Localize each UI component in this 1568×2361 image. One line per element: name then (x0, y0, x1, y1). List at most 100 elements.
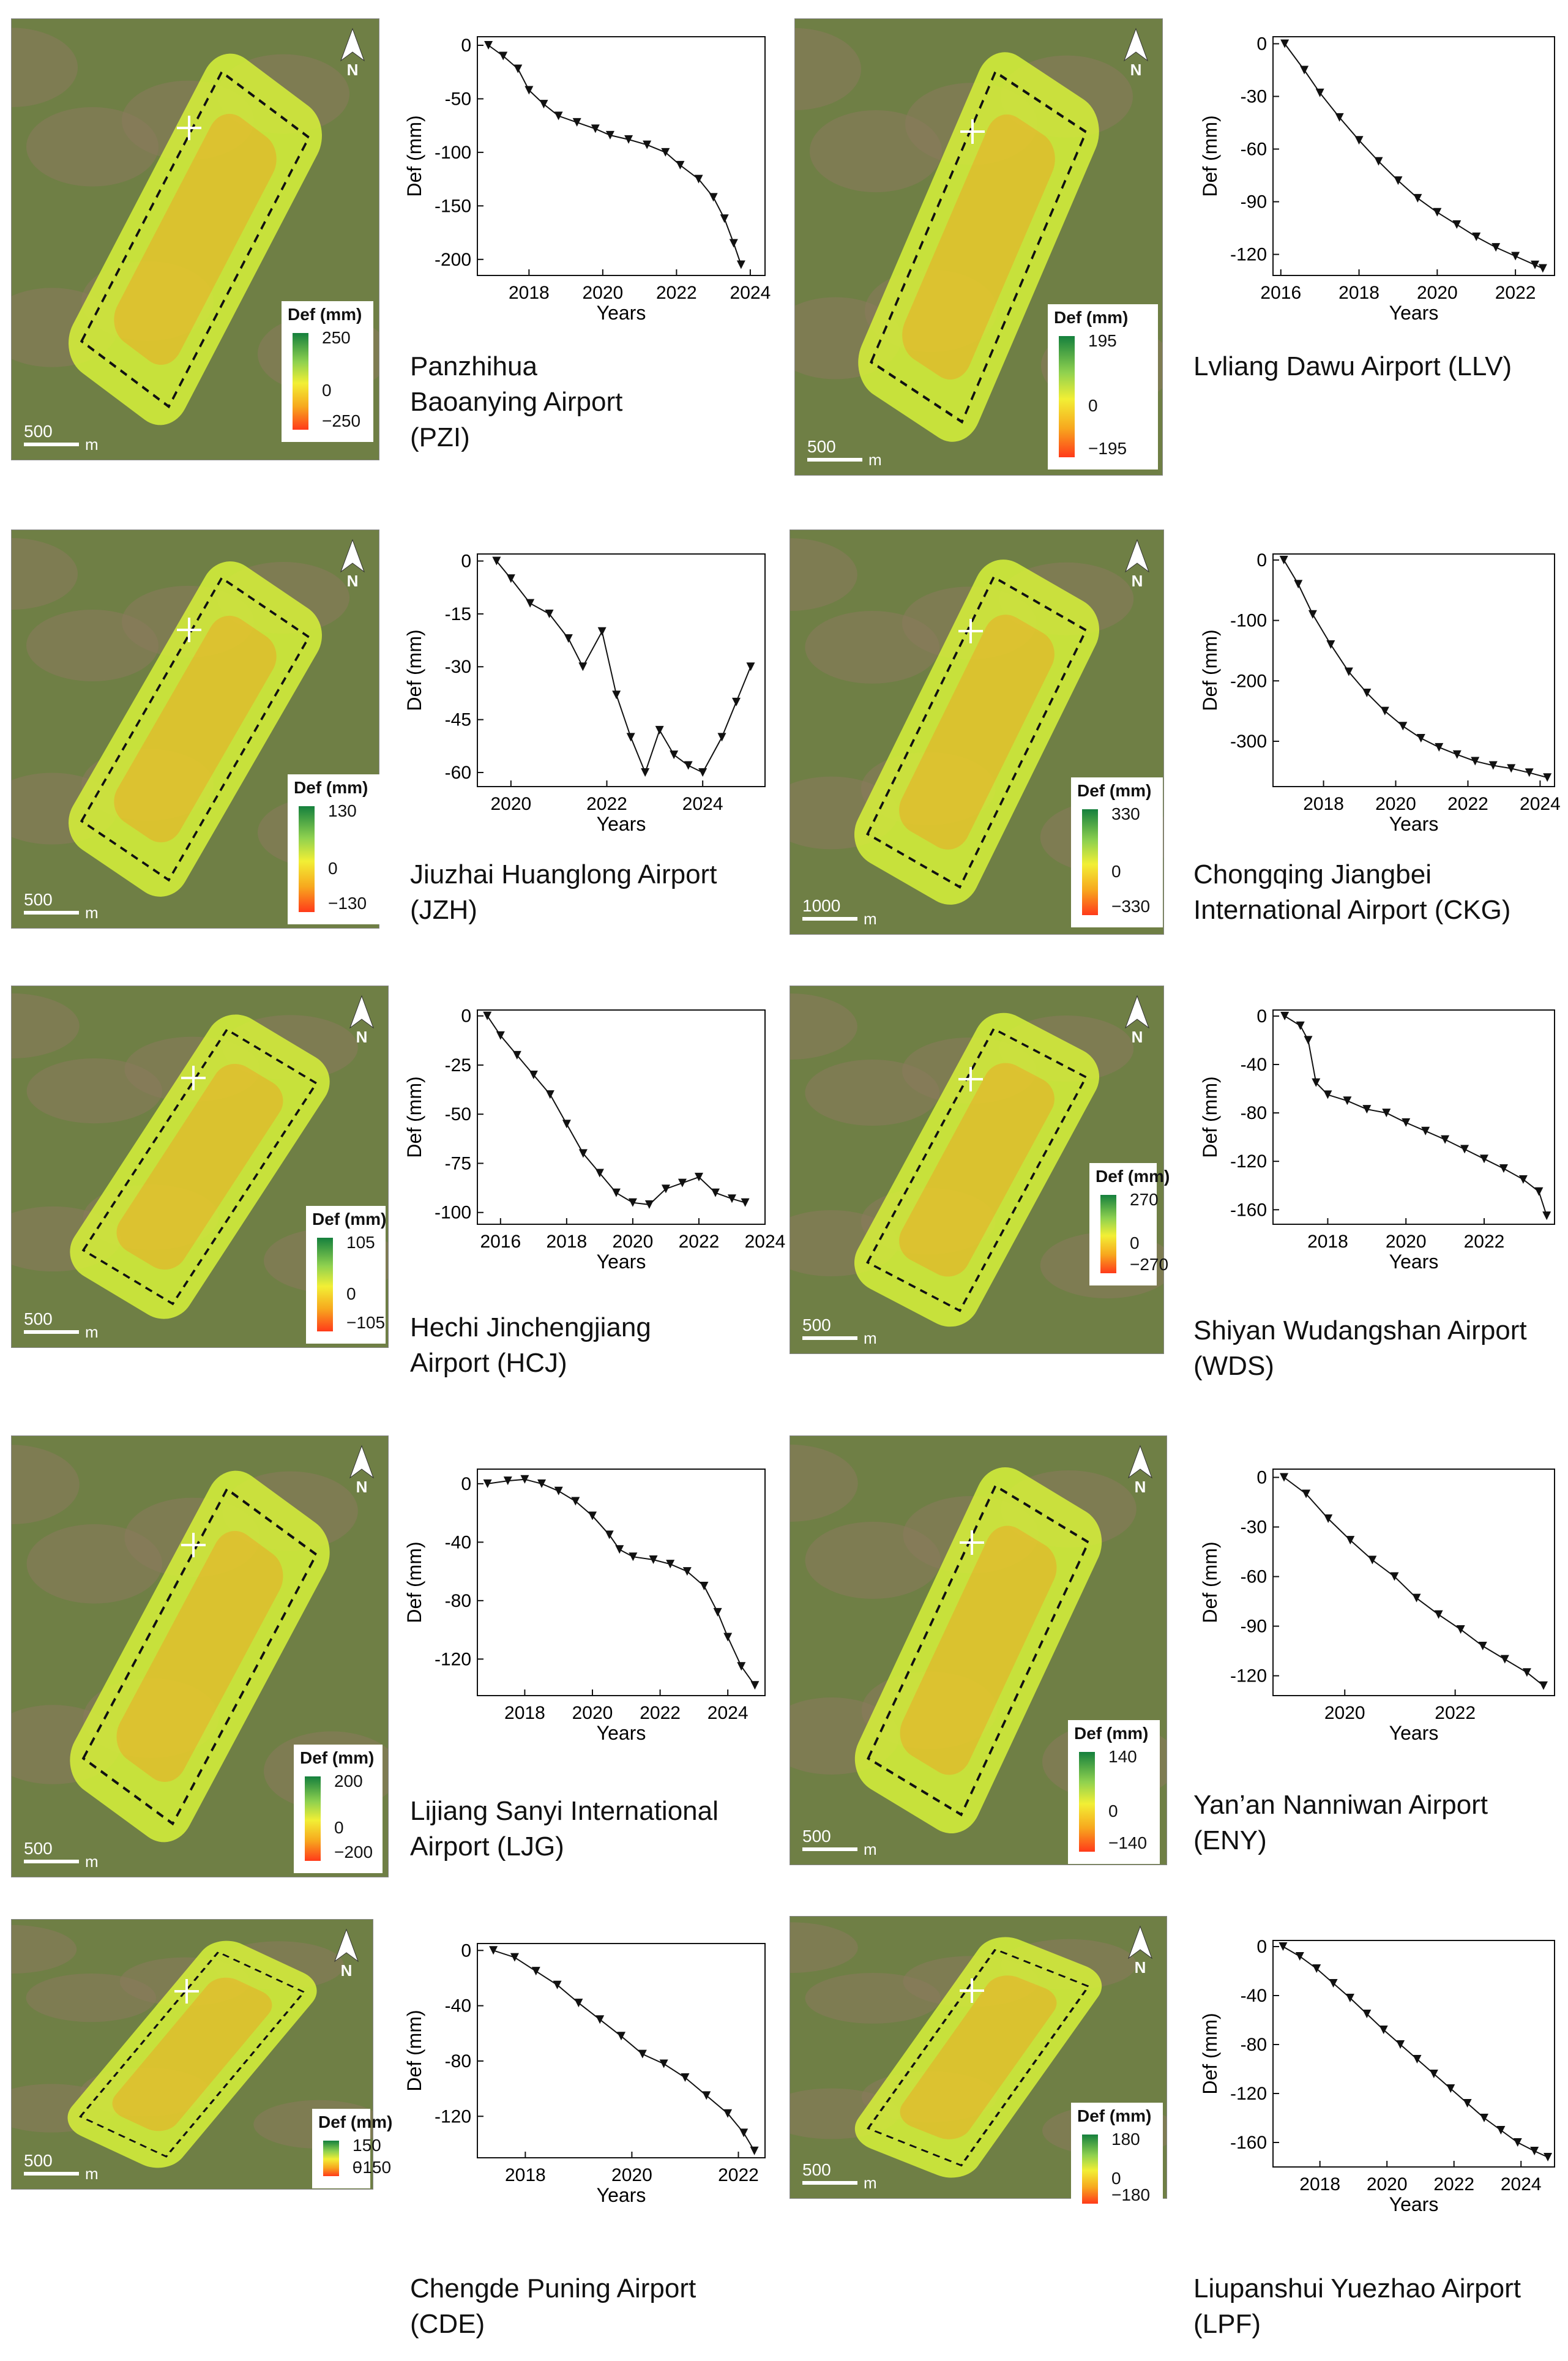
data-point (1433, 208, 1442, 217)
data-point (1416, 734, 1425, 743)
x-tick-label: 2022 (1447, 794, 1488, 814)
north-arrow-icon: N (1122, 28, 1150, 83)
data-point (1312, 1078, 1321, 1087)
scale-bar: 500 m (24, 1839, 110, 1871)
data-point (644, 1200, 654, 1209)
north-label: N (1131, 1028, 1143, 1046)
colorbar-ramp (317, 1238, 333, 1331)
data-point (1412, 1593, 1421, 1603)
y-tick-label: -40 (1241, 1986, 1267, 2006)
plot-frame (477, 1009, 766, 1225)
scale-unit: m (85, 2165, 99, 2183)
colorbar-max: 150 (353, 2136, 381, 2155)
colorbar-mid: 0 (353, 2158, 362, 2177)
data-point (1413, 193, 1422, 203)
y-tick-label: 0 (461, 552, 471, 572)
y-tick-label: -45 (445, 710, 471, 730)
reference-point-marker (960, 1978, 984, 2003)
data-point (727, 1194, 736, 1203)
colorbar-ramp (1082, 2135, 1098, 2204)
data-point (1534, 1187, 1544, 1196)
data-point (1480, 2114, 1488, 2122)
y-tick-label: -50 (445, 1104, 471, 1124)
scale-bar: 500 m (24, 1309, 110, 1341)
colorbar-title: Def (mm) (312, 1210, 387, 1229)
y-tick-label: 0 (1256, 1937, 1267, 1957)
y-tick-label: 0 (461, 1940, 471, 1961)
data-point (597, 627, 607, 636)
plot-frame (477, 1943, 766, 2158)
data-point (499, 51, 508, 61)
data-point (1478, 1641, 1487, 1650)
data-point (588, 1511, 597, 1521)
deformation-line (1283, 559, 1548, 779)
north-arrow-icon: N (332, 1928, 360, 1983)
data-point (1346, 1536, 1355, 1545)
data-point (676, 160, 685, 170)
y-tick-label: -90 (1241, 1617, 1267, 1637)
y-axis-label: Def (mm) (1199, 115, 1221, 196)
north-arrow-icon: N (1126, 1445, 1154, 1500)
data-point (1488, 761, 1498, 770)
scale-unit: m (868, 451, 882, 469)
y-tick-label: -50 (445, 89, 471, 109)
data-point (682, 1567, 692, 1576)
scale-bar-line (807, 458, 862, 462)
data-point (545, 609, 554, 618)
scale-bar-line (24, 2172, 79, 2176)
y-tick-label: -100 (1230, 611, 1267, 631)
data-point (711, 1188, 720, 1197)
scale-unit: m (85, 435, 99, 454)
y-tick-label: -30 (1241, 1517, 1267, 1538)
data-point (1480, 1154, 1488, 1164)
colorbar-ramp (323, 2141, 339, 2176)
colorbar-mid: 0 (334, 1818, 344, 1837)
reference-point-marker (960, 119, 985, 144)
north-label: N (1134, 1478, 1146, 1496)
data-point (709, 193, 718, 202)
time-series-plot: 2020 2022 0 -30 -60 -90 -120 Years Def (mm) (1199, 1468, 1555, 1744)
airport-name: Hechi Jinchengjiang Airport (HCJ) (410, 1312, 651, 1378)
data-point (512, 1050, 521, 1060)
data-point (529, 1070, 538, 1079)
data-point (1500, 1655, 1509, 1664)
colorbar-ramp (1059, 336, 1075, 457)
data-point (1429, 2070, 1438, 2078)
x-tick-label: 2018 (509, 283, 550, 303)
data-point (1394, 176, 1403, 185)
data-point (483, 1479, 492, 1488)
data-point (510, 1953, 519, 1962)
colorbar-mid: 0 (1111, 862, 1121, 881)
scale-bar-line (802, 917, 857, 921)
colorbar-ramp (1082, 809, 1098, 915)
colorbar-title: Def (mm) (1054, 308, 1129, 327)
data-point (1295, 1952, 1304, 1961)
plot-frame (1272, 1469, 1555, 1696)
data-point (1329, 1979, 1338, 1988)
reference-point-marker (174, 1979, 199, 2004)
y-tick-label: 0 (461, 36, 471, 56)
airport-name: Jiuzhai Huanglong Airport (JZH) (410, 859, 717, 925)
x-tick-label: 2020 (1375, 794, 1416, 814)
data-point (741, 1198, 750, 1207)
x-tick-label: 2020 (613, 1232, 654, 1252)
colorbar-min: −105 (346, 1313, 386, 1332)
data-point (1441, 1135, 1450, 1144)
data-point (1354, 136, 1364, 145)
data-point (489, 1946, 498, 1955)
colorbar-max: 330 (1111, 804, 1140, 823)
x-tick-label: 2022 (586, 794, 627, 814)
data-point (737, 1662, 746, 1671)
colorbar: Def (mm) 105 0 −105 (306, 1206, 386, 1344)
data-point (545, 1090, 554, 1099)
data-point (591, 124, 600, 133)
data-point (1279, 555, 1288, 564)
data-point (1413, 2055, 1422, 2064)
time-series-plot: 2020 2022 2024 0 -15 -30 -45 -60 Years Def (mm) (403, 552, 766, 835)
colorbar-min: −330 (1111, 897, 1151, 916)
x-tick-label: 2024 (682, 794, 723, 814)
data-point (1308, 610, 1317, 619)
colorbar: Def (mm) 250 0 −250 (282, 301, 373, 442)
data-point (605, 1530, 614, 1540)
data-point (1471, 757, 1480, 766)
